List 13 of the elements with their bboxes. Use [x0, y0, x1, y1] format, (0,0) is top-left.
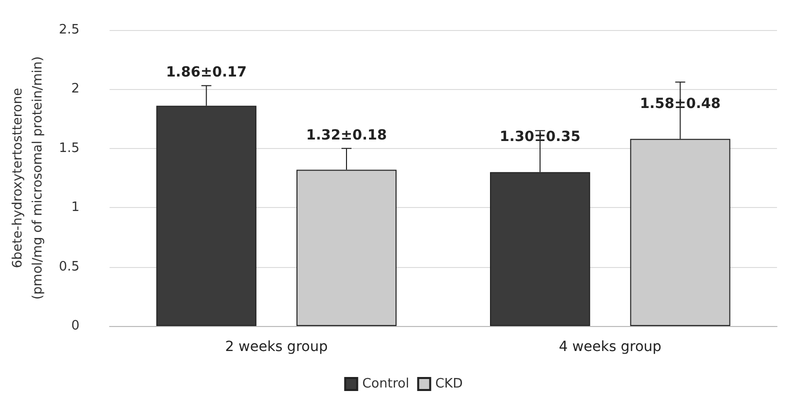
y-tick-label: 2 [71, 82, 80, 97]
y-tick-label: 2.5 [58, 22, 80, 38]
legend-label: CKD [435, 376, 463, 392]
y-tick-label: 0.5 [58, 259, 80, 274]
data-label: 1.86±0.17 [166, 64, 247, 81]
x-tick-label: 2 weeks group [225, 339, 328, 355]
legend-label: Control [362, 376, 410, 392]
y-tick-label: 0 [71, 318, 80, 334]
y-tick-label: 1 [71, 200, 80, 216]
y-axis-title: 6bete-hydroxytertostterone (pmol/mg of microsomal protein/min) [10, 56, 46, 300]
x-tick-label: 4 weeks group [558, 339, 662, 355]
data-label: 1.32±0.18 [306, 127, 387, 144]
y-tick-label: 1.5 [58, 140, 80, 156]
